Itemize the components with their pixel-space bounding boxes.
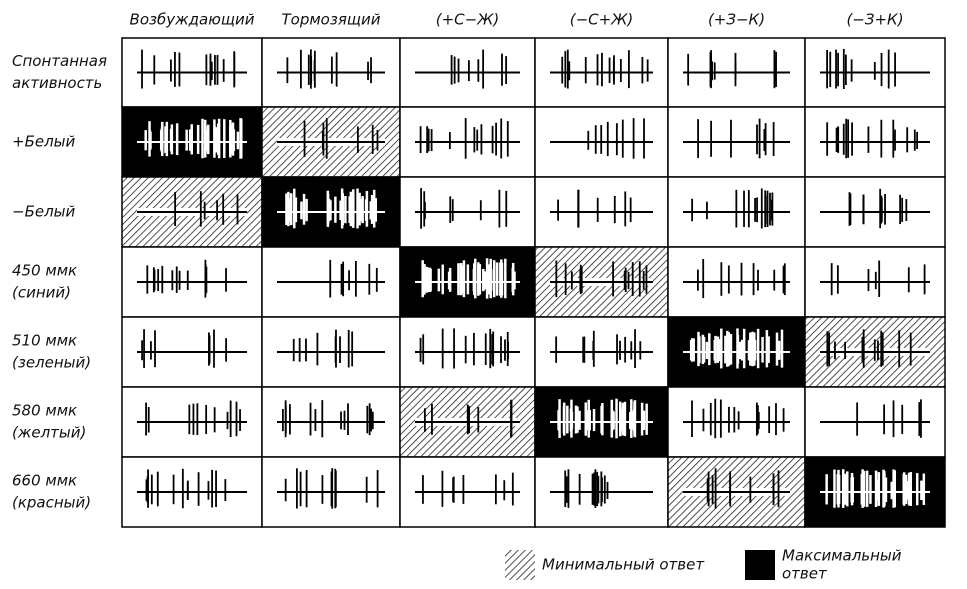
column-header: (+З−К) bbox=[708, 11, 765, 29]
legend-label: Максимальный bbox=[782, 547, 902, 565]
row-label: 580 ммк bbox=[12, 402, 77, 420]
row-label: (зеленый) bbox=[12, 354, 91, 372]
row-label: −Белый bbox=[12, 203, 76, 221]
row-label: (красный) bbox=[12, 494, 91, 512]
row-label: +Белый bbox=[12, 133, 76, 151]
column-header: Тормозящий bbox=[282, 11, 381, 29]
column-header: (−С+Ж) bbox=[570, 11, 633, 29]
legend-label: ответ bbox=[782, 565, 828, 583]
legend-label: Минимальный ответ bbox=[542, 556, 705, 574]
legend-swatch bbox=[745, 550, 775, 580]
legend-swatch bbox=[505, 550, 535, 580]
row-label: 510 ммк bbox=[12, 332, 77, 350]
column-header: (−З+К) bbox=[846, 11, 903, 29]
row-label: Спонтанная bbox=[12, 52, 107, 70]
row-label: (желтый) bbox=[12, 424, 86, 442]
row-label: (синий) bbox=[12, 284, 71, 302]
row-label: 660 ммк bbox=[12, 472, 77, 490]
column-header: Возбуждающий bbox=[130, 11, 255, 29]
row-label: активность bbox=[12, 74, 102, 92]
column-header: (+С−Ж) bbox=[436, 11, 499, 29]
row-label: 450 ммк bbox=[12, 262, 77, 280]
